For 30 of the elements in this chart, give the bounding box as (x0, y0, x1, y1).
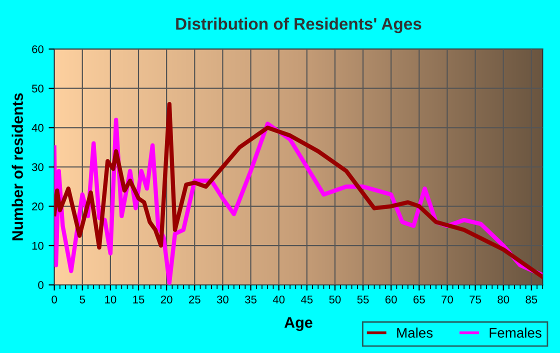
x-tick-label: 65 (414, 296, 425, 304)
x-tick-label: 40 (272, 296, 285, 304)
x-tick-label: 30 (216, 296, 228, 304)
x-tick-label: 5 (80, 296, 86, 304)
x-tick-label: 80 (498, 296, 510, 304)
y-tick-label: 50 (32, 84, 44, 93)
y-tick-label: 40 (32, 124, 44, 132)
y-tick-label: 0 (38, 281, 44, 290)
x-tick-label: 75 (470, 296, 481, 304)
x-tick-label: 55 (357, 296, 369, 304)
legend-label: Males (397, 328, 433, 338)
x-tick-label: 85 (526, 296, 538, 304)
x-tick-label: 50 (329, 296, 341, 304)
x-tick-label: 0 (52, 296, 57, 304)
y-axis-title: Number of residents (12, 93, 23, 240)
chart-title: Distribution of Residents' Ages (176, 18, 422, 34)
y-tick-label: 10 (32, 242, 44, 250)
x-tick-label: 20 (160, 296, 172, 304)
x-tick-label: 60 (385, 296, 397, 304)
x-tick-label: 70 (442, 296, 453, 304)
x-axis-title: Age (284, 317, 312, 331)
x-tick-label: 35 (245, 296, 256, 304)
x-tick-label: 15 (133, 296, 144, 304)
y-tick-label: 20 (32, 202, 44, 210)
y-tick-label: 30 (32, 163, 44, 172)
legend-label: Females (490, 328, 542, 338)
x-tick-label: 10 (105, 296, 116, 304)
x-tick-label: 25 (189, 296, 200, 304)
y-tick-label: 60 (32, 45, 44, 54)
x-tick-label: 45 (300, 296, 313, 304)
